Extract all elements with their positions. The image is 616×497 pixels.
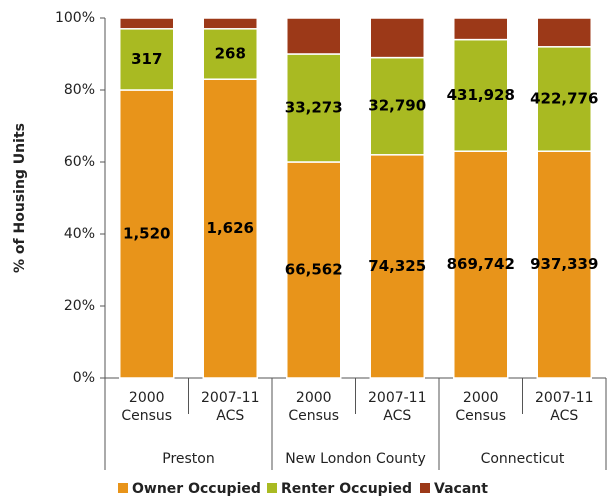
bar-segment [119, 17, 175, 30]
x-tick-label: ACS [550, 408, 578, 424]
x-tick-label: 2007-11 [535, 390, 594, 406]
bar-segment [202, 17, 258, 30]
bar-segment [202, 78, 258, 379]
data-label: 317 [131, 50, 162, 68]
legend-label: Vacant [434, 481, 488, 497]
data-label: 937,339 [530, 255, 598, 273]
legend-swatch [420, 483, 430, 493]
bar-segment [453, 38, 509, 152]
x-tick-label: ACS [383, 408, 411, 424]
bar-segment [119, 28, 175, 91]
y-tick-label: 100% [55, 10, 95, 26]
legend-label: Owner Occupied [132, 481, 261, 497]
y-tick-label: 60% [64, 154, 95, 170]
y-tick-label: 20% [64, 298, 95, 314]
bar-segment [286, 161, 342, 379]
group-label: New London County [285, 451, 426, 467]
x-tick-label: Census [121, 408, 172, 424]
group-label: Connecticut [481, 451, 565, 467]
bar-segment [286, 17, 342, 55]
y-tick-label: 40% [64, 226, 95, 242]
y-tick-label: 0% [73, 370, 95, 386]
data-label: 431,928 [447, 86, 515, 104]
x-tick-label: ACS [216, 408, 244, 424]
bar-segment [369, 17, 425, 59]
x-tick-label: Census [455, 408, 506, 424]
bar-segment [536, 46, 592, 152]
x-tick-label: Census [288, 408, 339, 424]
legend-label: Renter Occupied [281, 481, 412, 497]
bar-segment [536, 17, 592, 48]
x-tick-label: 2007-11 [368, 390, 427, 406]
data-label: 268 [215, 45, 246, 63]
x-tick-label: 2000 [296, 390, 332, 406]
x-tick-label: 2000 [463, 390, 499, 406]
data-label: 74,325 [368, 257, 426, 275]
y-axis-label: % of Housing Units [12, 123, 28, 273]
bar-segment [453, 17, 509, 41]
group-label: Preston [162, 451, 214, 467]
bar-segment [119, 89, 175, 379]
y-tick-label: 80% [64, 82, 95, 98]
data-label: 33,273 [285, 99, 343, 117]
legend-swatch [267, 483, 277, 493]
data-label: 66,562 [285, 261, 343, 279]
data-label: 422,776 [530, 90, 598, 108]
x-tick-label: 2007-11 [201, 390, 260, 406]
data-label: 1,626 [207, 219, 254, 237]
bar-segment [202, 28, 258, 80]
bar-segment [286, 53, 342, 163]
legend-swatch [118, 483, 128, 493]
x-tick-label: 2000 [129, 390, 165, 406]
data-label: 869,742 [447, 255, 515, 273]
data-label: 32,790 [368, 97, 426, 115]
data-label: 1,520 [123, 225, 170, 243]
